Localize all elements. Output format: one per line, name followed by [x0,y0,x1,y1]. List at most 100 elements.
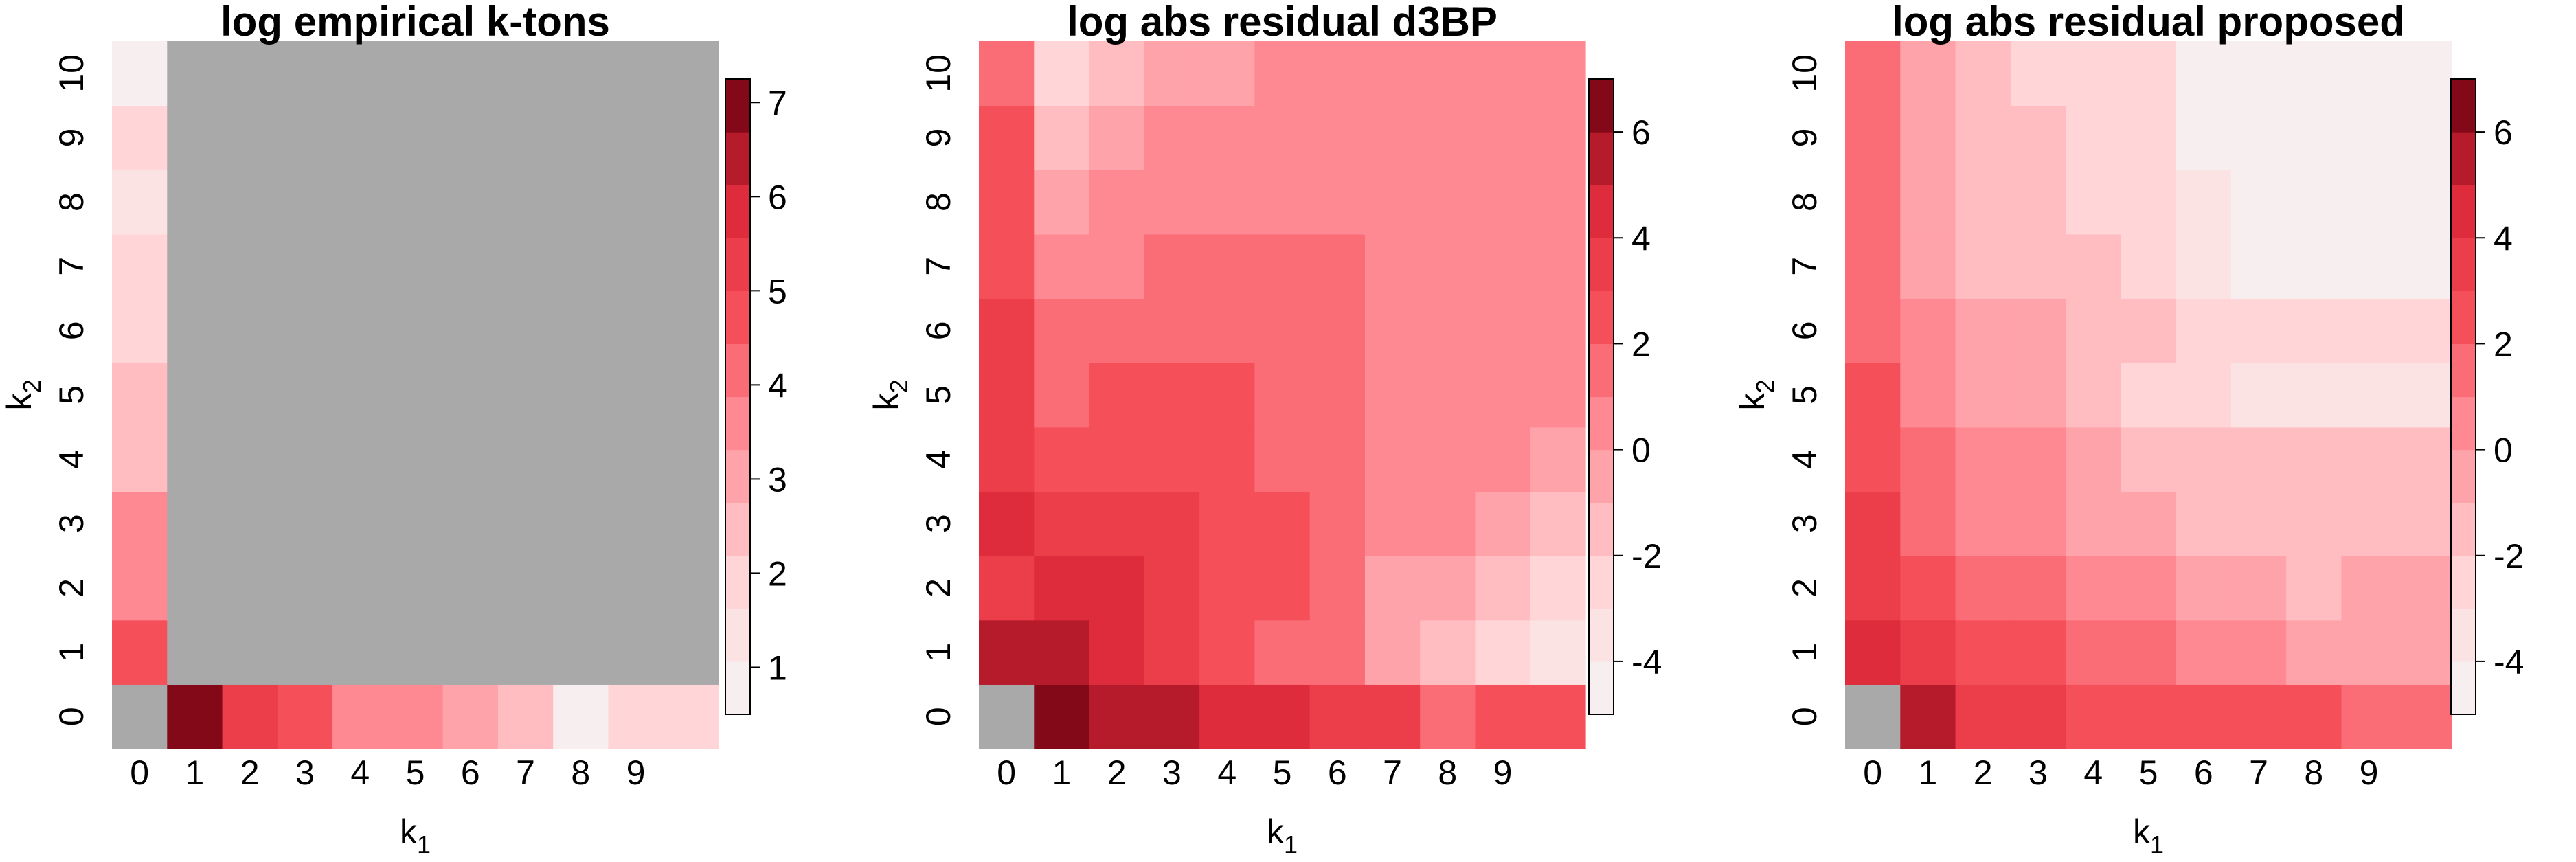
heatmap-cell [1034,298,1090,363]
heatmap-cell [1530,491,1586,556]
y-tick-label: 1 [1785,643,1824,662]
heatmap-cell [1309,684,1366,749]
heatmap-cell [2230,105,2287,170]
colorbar-tick-label: 4 [2494,219,2513,258]
heatmap-cell [1845,556,1901,621]
heatmap-cell [1475,427,1531,492]
heatmap-cell [2341,491,2397,556]
colorbar-bin [1589,343,1614,398]
heatmap-cell [2396,427,2452,492]
heatmap-cell [1364,427,1421,492]
heatmap-cell [1420,363,1476,428]
x-axis-label-subscript: 1 [417,830,431,859]
heatmap-cell [1254,170,1311,235]
x-tick-label: 4 [2083,753,2103,792]
heatmap-cell [1199,234,1255,299]
heatmap-cell [2176,170,2232,235]
heatmap-cell [1034,427,1090,492]
heatmap-cell [1475,556,1531,621]
heatmap-cell [1475,684,1531,749]
heatmap-cell [2286,298,2342,363]
heatmap-cell [2286,556,2342,621]
y-tick-label: 4 [1785,450,1824,469]
colorbar-bin [1589,396,1614,451]
colorbar-frame [1588,78,1614,715]
x-axis-label-subscript: 1 [2150,830,2164,859]
colorbar-bin [2451,449,2476,503]
heatmap-cell [1199,41,1255,106]
colorbar-bin [2451,79,2476,133]
heatmap-cell [2396,170,2452,235]
heatmap-cell [1530,684,1586,749]
x-tick-label: 6 [1328,753,1347,792]
colorbar-tick-label: -2 [1631,537,1662,576]
heatmap-cell [1144,684,1200,749]
colorbar-bin [725,291,750,345]
heatmap-cell [979,41,1035,106]
x-tick-label: 7 [1383,753,1402,792]
x-tick-label: 8 [2304,753,2323,792]
heatmap-cell [2121,234,2177,299]
heatmap-cell [1254,491,1311,556]
colorbar-tick-label: -2 [2494,537,2524,576]
heatmap-cell [1955,620,2011,685]
heatmap-cell [2286,620,2342,685]
y-tick-label: 0 [1785,707,1824,726]
heatmap-cell [2396,684,2452,749]
heatmap-cell [2010,298,2066,363]
heatmap-cell [2121,105,2177,170]
colorbar-bin [1589,555,1614,609]
heatmap-cell [2230,427,2287,492]
heatmap-cell [1845,170,1901,235]
colorbar-bin [725,343,750,398]
heatmap-cell [553,684,609,749]
colorbar-bin [2451,502,2476,556]
heatmap-cell [1475,363,1531,428]
heatmap-cell [1254,684,1311,749]
colorbar-tick-label: -4 [2494,643,2524,681]
heatmap-cell [1900,491,1956,556]
heatmap-cell [2121,363,2177,428]
missing-block [167,41,719,685]
heatmap-cell [2010,684,2066,749]
heatmap-cell [277,684,333,749]
heatmap-cell [2230,491,2287,556]
heatmap-cell [2396,363,2452,428]
heatmap-cell [1089,234,1145,299]
heatmap-cell [979,298,1035,363]
y-axis-label-subscript: 2 [18,379,46,393]
heatmap-cell [1475,41,1531,106]
colorbar-bin [725,79,750,133]
heatmap-cell [2010,105,2066,170]
colorbar-tick-label: 0 [2494,431,2513,470]
heatmap-cell [2176,556,2232,621]
heatmap-cell [1530,234,1586,299]
y-tick-label: 10 [919,54,958,93]
y-tick-label: 3 [1785,514,1824,533]
colorbar-bin [1589,661,1614,715]
heatmap-cell [2341,620,2397,685]
heatmap-cell [2230,684,2287,749]
heatmap-cell [1309,620,1366,685]
x-tick-label: 8 [571,753,590,792]
heatmap-cell [2066,556,2121,621]
y-axis-label-subscript: 2 [1751,379,1779,393]
heatmap-cell [1144,556,1200,621]
heatmap-cell [1955,298,2011,363]
heatmap-cell [1034,234,1090,299]
y-axis-label-subscript: 2 [885,379,913,393]
y-tick-label: 8 [52,192,91,212]
heatmap-cell [1420,556,1476,621]
heatmap-cell [1420,491,1476,556]
colorbar-frame [2450,78,2476,715]
heatmap-cell [2010,234,2066,299]
y-tick-label: 5 [52,385,91,405]
x-tick-label: 2 [240,753,260,792]
heatmap-cell [112,427,168,492]
heatmap-cell [2176,234,2232,299]
heatmap-cell [222,684,278,749]
heatmap-cell [1034,105,1090,170]
heatmap-cell [1845,620,1901,685]
